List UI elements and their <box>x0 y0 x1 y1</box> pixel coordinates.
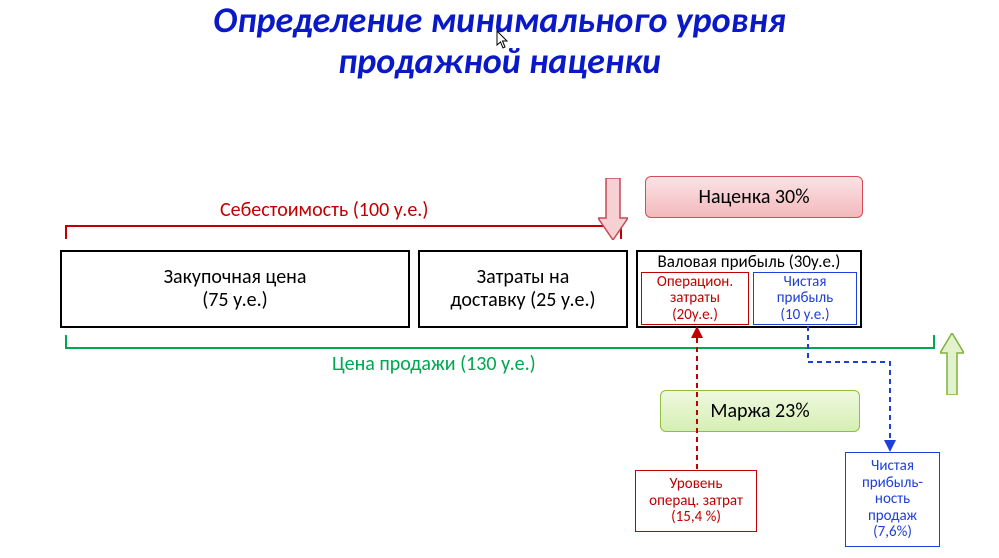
delivery-cost-line2: доставку (25 у.е.) <box>450 288 595 312</box>
net-profit-sub-box: Чистая прибыль (10 у.е.) <box>753 272 857 325</box>
purchase-price-line1: Закупочная цена <box>164 265 307 289</box>
markup-badge-text: Наценка 30% <box>699 185 810 209</box>
cost-bracket-label: Себестоимость (100 у.е.) <box>220 198 428 222</box>
delivery-cost-line1: Затраты на <box>477 265 570 289</box>
gross-profit-header: Валовая прибыль (30у.е.) <box>638 252 860 272</box>
purchase-price-box: Закупочная цена (75 у.е.) <box>60 250 410 328</box>
net-margin-box: Чистая прибыль- ность продаж (7,6%) <box>845 452 940 547</box>
margin-badge-text: Маржа 23% <box>710 399 809 423</box>
margin-up-arrow-icon <box>940 333 964 395</box>
price-bracket-label: Цена продажи (130 у.е.) <box>332 352 536 376</box>
markup-badge: Наценка 30% <box>645 176 863 218</box>
purchase-price-line2: (75 у.е.) <box>202 288 268 312</box>
opex-sub-box: Операцион. затраты (20у.е.) <box>641 272 749 325</box>
cost-bracket <box>65 225 622 239</box>
cursor-icon <box>496 30 510 55</box>
opex-dashed-arrow-icon <box>689 326 705 470</box>
markup-down-arrow-icon <box>598 178 628 240</box>
net-dashed-arrow-icon <box>800 326 900 454</box>
opex-level-box: Уровень операц. затрат (15,4 %) <box>635 470 757 532</box>
delivery-cost-box: Затраты на доставку (25 у.е.) <box>418 250 628 328</box>
